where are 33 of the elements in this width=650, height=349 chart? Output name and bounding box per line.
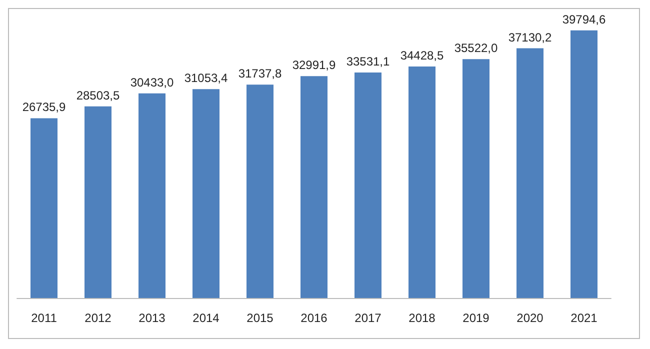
data-label: 34428,5	[400, 48, 444, 62]
bar	[300, 76, 328, 298]
bar	[246, 84, 274, 298]
data-label: 33531,1	[346, 54, 390, 69]
data-label: 31053,4	[184, 71, 228, 86]
x-tick-label: 2017	[354, 311, 382, 325]
bar	[138, 93, 166, 298]
bar	[354, 72, 382, 298]
data-label: 31737,8	[238, 66, 282, 81]
data-label: 39794,6	[562, 12, 606, 26]
data-label: 37130,2	[508, 30, 552, 44]
x-tick-label: 2021	[570, 311, 598, 325]
x-tick-label: 2012	[84, 311, 112, 325]
bar	[30, 118, 58, 298]
data-label: 26735,9	[22, 100, 66, 114]
x-tick-label: 2015	[246, 311, 274, 325]
data-label: 30433,0	[130, 75, 174, 90]
x-tick-label: 2014	[192, 311, 220, 325]
data-label: 28503,5	[76, 88, 120, 102]
x-tick-label: 2011	[31, 311, 58, 325]
bar	[408, 66, 436, 298]
bar	[570, 30, 598, 298]
data-label: 35522,0	[454, 41, 498, 56]
data-label: 32991,9	[292, 58, 336, 72]
x-tick-label: 2016	[300, 311, 328, 325]
x-tick-label: 2018	[408, 311, 436, 325]
bar	[192, 89, 220, 298]
bar	[84, 106, 112, 298]
x-tick-label: 2020	[516, 311, 544, 325]
bar	[516, 48, 544, 298]
bar	[462, 59, 490, 298]
x-tick-label: 2019	[462, 311, 490, 325]
x-tick-label: 2013	[138, 311, 166, 325]
